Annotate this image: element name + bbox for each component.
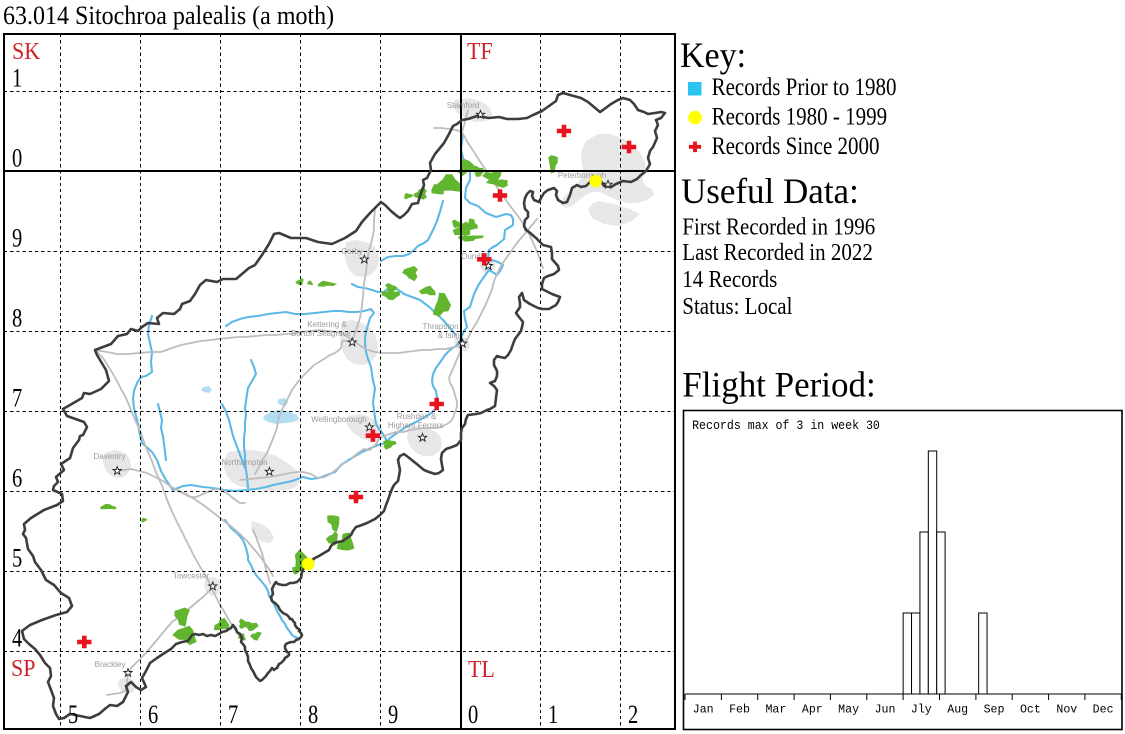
svg-text:4: 4 [12, 624, 22, 653]
svg-text:Northampton: Northampton [221, 458, 267, 467]
svg-text:1: 1 [548, 701, 558, 730]
svg-text:Status: Local: Status: Local [682, 293, 792, 320]
svg-text:May: May [838, 704, 859, 717]
svg-text:Higham Ferrers: Higham Ferrers [388, 421, 444, 430]
svg-text:Kettering &: Kettering & [307, 320, 347, 329]
svg-text:0: 0 [468, 701, 478, 730]
svg-text:Stamford: Stamford [447, 101, 479, 110]
svg-text:Jly: Jly [911, 704, 932, 717]
svg-text:7: 7 [228, 701, 238, 730]
svg-text:Jun: Jun [875, 704, 896, 717]
svg-text:Mar: Mar [765, 704, 786, 717]
svg-text:Oundle: Oundle [461, 252, 487, 261]
svg-text:TL: TL [468, 656, 495, 683]
svg-text:5: 5 [12, 544, 22, 573]
svg-text:Sep: Sep [984, 704, 1005, 717]
svg-text:Thrapston: Thrapston [422, 322, 458, 331]
svg-text:2: 2 [628, 701, 638, 730]
svg-text:6: 6 [148, 701, 158, 730]
svg-text:9: 9 [388, 701, 398, 730]
svg-text:Records Since 2000: Records Since 2000 [712, 132, 880, 160]
svg-text:& Islip: & Islip [438, 331, 460, 340]
svg-text:Last Recorded in 2022: Last Recorded in 2022 [682, 239, 873, 266]
svg-text:SK: SK [12, 38, 40, 65]
svg-text:63.014 Sitochroa palealis (a m: 63.014 Sitochroa palealis (a moth) [3, 2, 334, 30]
svg-text:Peterborough: Peterborough [558, 171, 606, 180]
svg-text:8: 8 [308, 701, 318, 730]
svg-text:TF: TF [467, 38, 493, 65]
svg-text:Burton Seagrave: Burton Seagrave [291, 329, 352, 338]
svg-text:SP: SP [11, 655, 35, 682]
svg-text:Aug: Aug [947, 704, 968, 717]
svg-text:Dec: Dec [1093, 704, 1114, 717]
svg-text:6: 6 [12, 464, 22, 493]
svg-text:7: 7 [12, 384, 22, 413]
svg-text:First Recorded in 1996: First Recorded in 1996 [682, 213, 875, 240]
svg-text:Oct: Oct [1020, 704, 1041, 717]
svg-text:Rushden &: Rushden & [397, 412, 437, 421]
svg-text:8: 8 [12, 304, 22, 333]
svg-text:Nov: Nov [1056, 704, 1077, 717]
svg-text:Brackley: Brackley [95, 660, 126, 669]
svg-text:1: 1 [12, 64, 22, 93]
svg-text:Records Prior to 1980: Records Prior to 1980 [712, 73, 897, 101]
svg-text:Daventry: Daventry [93, 452, 125, 461]
svg-text:Useful Data:: Useful Data: [681, 171, 859, 212]
svg-text:Wellingborough: Wellingborough [311, 415, 366, 424]
svg-text:Towcester: Towcester [173, 572, 209, 581]
svg-text:0: 0 [12, 144, 22, 173]
svg-text:Records 1980 - 1999: Records 1980 - 1999 [712, 103, 888, 131]
svg-text:Records max of 3 in week 30: Records max of 3 in week 30 [692, 418, 880, 433]
svg-text:Feb: Feb [729, 704, 750, 717]
svg-text:9: 9 [12, 224, 22, 253]
svg-text:Jan: Jan [693, 704, 714, 717]
svg-text:Apr: Apr [802, 704, 823, 717]
svg-text:14 Records: 14 Records [682, 266, 777, 293]
svg-text:Flight Period:: Flight Period: [682, 364, 875, 405]
svg-text:Corby: Corby [341, 247, 362, 256]
svg-text:5: 5 [68, 701, 78, 730]
svg-text:Key:: Key: [680, 35, 746, 75]
